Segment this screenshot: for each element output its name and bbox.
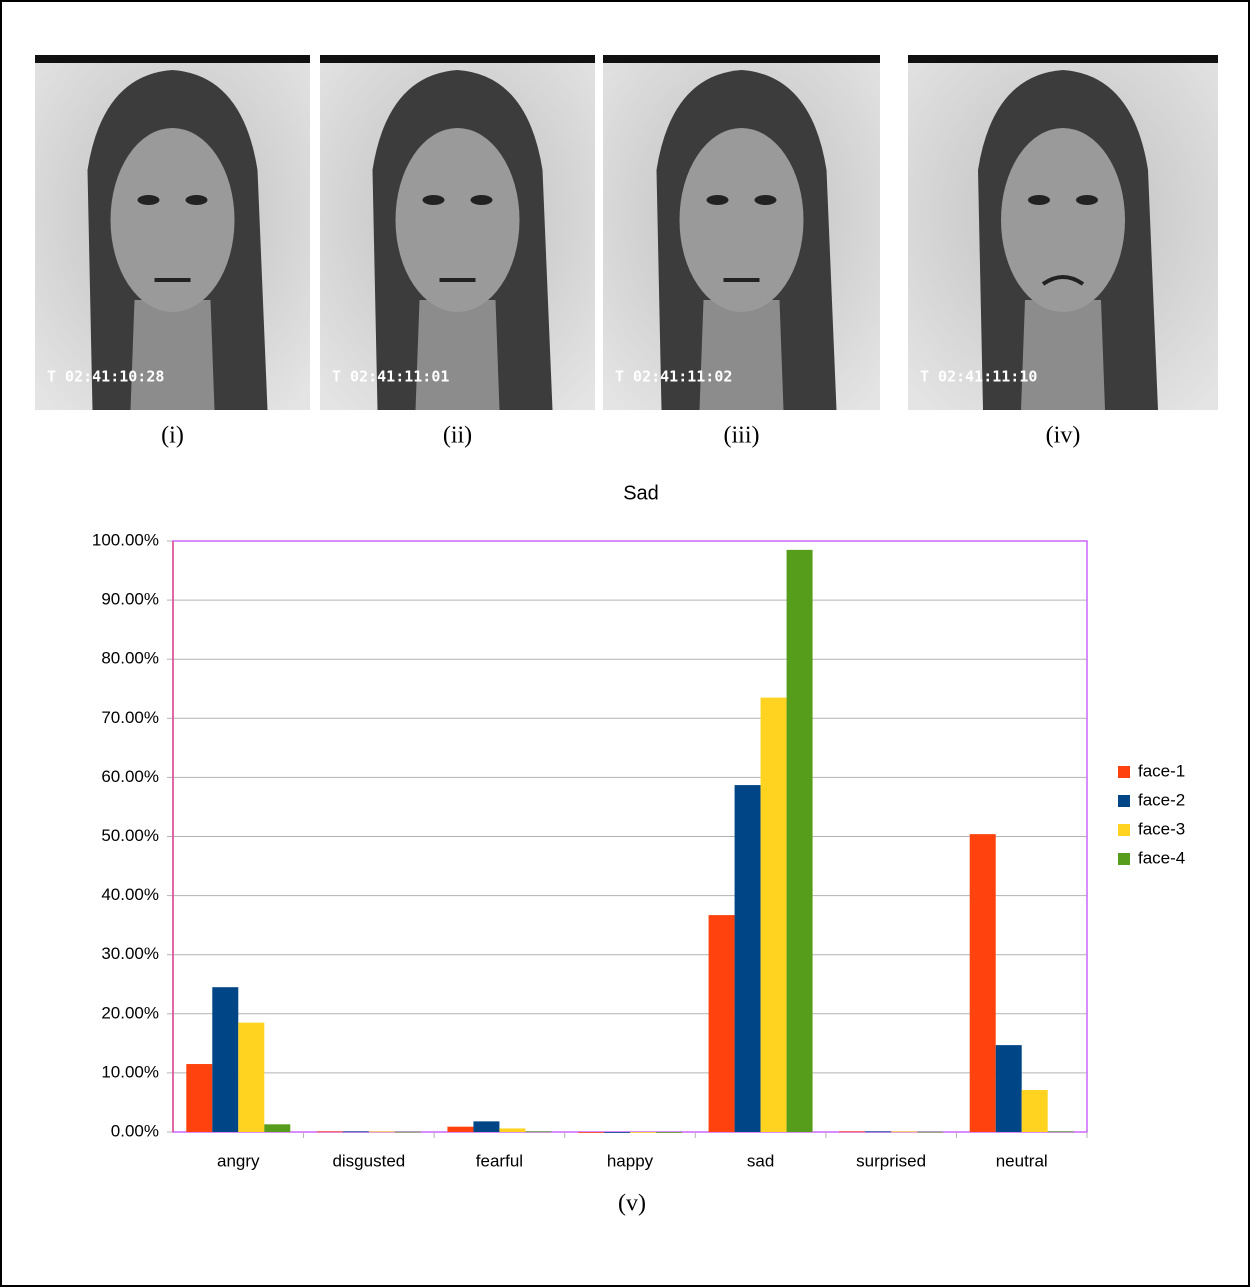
y-tick-label: 50.00% xyxy=(101,826,159,845)
bar xyxy=(186,1064,212,1132)
neck xyxy=(1021,300,1105,410)
legend-label: face-3 xyxy=(1138,819,1185,838)
photo-bar xyxy=(908,55,1218,63)
timestamp: T 02:41:11:02 xyxy=(615,368,732,386)
legend-label: face-1 xyxy=(1138,761,1185,780)
face xyxy=(396,128,520,312)
face xyxy=(1001,128,1125,312)
y-tick-label: 60.00% xyxy=(101,767,159,786)
face xyxy=(111,128,235,312)
face xyxy=(680,128,804,312)
bar xyxy=(238,1023,264,1132)
eye xyxy=(471,195,493,205)
bar xyxy=(656,1132,682,1133)
legend-swatch xyxy=(1118,853,1130,865)
x-tick-label: angry xyxy=(217,1151,260,1170)
neck xyxy=(416,300,500,410)
chart-title: Sad xyxy=(623,482,659,504)
eye xyxy=(138,195,160,205)
legend-swatch xyxy=(1118,795,1130,807)
bar xyxy=(839,1131,865,1132)
y-tick-label: 30.00% xyxy=(101,944,159,963)
panel-label: (iii) xyxy=(724,423,760,449)
bar xyxy=(604,1132,630,1133)
bar xyxy=(473,1121,499,1132)
x-tick-label: neutral xyxy=(996,1151,1048,1170)
eye xyxy=(707,195,729,205)
y-tick-label: 10.00% xyxy=(101,1062,159,1081)
bar xyxy=(343,1131,369,1132)
panel-label: (iv) xyxy=(1046,423,1081,449)
eye xyxy=(1076,195,1098,205)
bar xyxy=(212,987,238,1132)
bar xyxy=(395,1132,421,1133)
y-tick-label: 40.00% xyxy=(101,885,159,904)
bar xyxy=(317,1131,343,1132)
neck xyxy=(700,300,784,410)
eye xyxy=(755,195,777,205)
legend-swatch xyxy=(1118,766,1130,778)
legend-swatch xyxy=(1118,824,1130,836)
eye xyxy=(423,195,445,205)
bar xyxy=(630,1132,656,1133)
bar xyxy=(447,1127,473,1132)
bar xyxy=(917,1132,943,1133)
y-tick-label: 70.00% xyxy=(101,708,159,727)
photo-bar xyxy=(35,55,310,63)
bar xyxy=(1022,1090,1048,1132)
bar xyxy=(709,915,735,1132)
photo-bar xyxy=(320,55,595,63)
bar xyxy=(996,1045,1022,1132)
y-tick-label: 90.00% xyxy=(101,590,159,609)
photo-bar xyxy=(603,55,880,63)
eye xyxy=(1028,195,1050,205)
timestamp: T 02:41:11:10 xyxy=(920,368,1037,386)
bar xyxy=(525,1131,551,1132)
legend-label: face-4 xyxy=(1138,848,1185,867)
caption: (v) xyxy=(618,1191,646,1217)
timestamp: T 02:41:10:28 xyxy=(47,368,164,386)
eye xyxy=(186,195,208,205)
bar xyxy=(761,698,787,1132)
figure: Sad (v) T 02:41:10:28 (i) T 02:41:11:01 (ii… xyxy=(0,0,1250,1287)
bar xyxy=(891,1131,917,1132)
x-tick-label: surprised xyxy=(856,1151,926,1170)
bar xyxy=(578,1132,604,1133)
panel-label: (i) xyxy=(161,423,184,449)
bar xyxy=(787,550,813,1132)
timestamp: T 02:41:11:01 xyxy=(332,368,449,386)
x-tick-label: disgusted xyxy=(332,1151,405,1170)
bar xyxy=(499,1128,525,1132)
bar xyxy=(970,834,996,1132)
y-tick-label: 80.00% xyxy=(101,649,159,668)
y-tick-label: 0.00% xyxy=(111,1121,159,1140)
bar xyxy=(735,785,761,1132)
y-tick-label: 100.00% xyxy=(92,530,159,549)
bar xyxy=(865,1131,891,1132)
x-tick-label: fearful xyxy=(476,1151,523,1170)
legend-label: face-2 xyxy=(1138,790,1185,809)
bar xyxy=(369,1131,395,1132)
panel-label: (ii) xyxy=(443,423,472,449)
x-tick-label: sad xyxy=(747,1151,774,1170)
x-tick-label: happy xyxy=(607,1151,654,1170)
bar xyxy=(1048,1131,1074,1132)
y-tick-label: 20.00% xyxy=(101,1003,159,1022)
neck xyxy=(131,300,215,410)
bar xyxy=(264,1124,290,1132)
